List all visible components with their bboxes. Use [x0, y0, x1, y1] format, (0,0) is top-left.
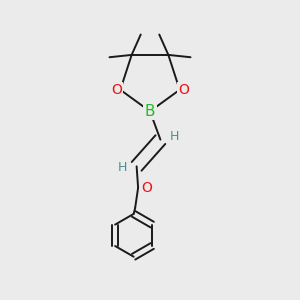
Text: H: H — [170, 130, 179, 142]
Text: O: O — [178, 83, 189, 97]
Text: B: B — [145, 104, 155, 119]
Text: O: O — [111, 83, 122, 97]
Text: O: O — [141, 181, 152, 195]
Text: H: H — [118, 161, 127, 174]
